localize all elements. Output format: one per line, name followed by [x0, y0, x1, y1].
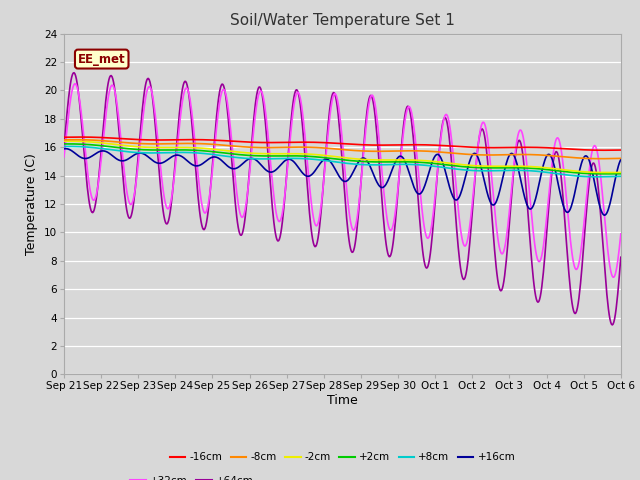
Y-axis label: Temperature (C): Temperature (C) [25, 153, 38, 255]
Text: EE_met: EE_met [78, 53, 125, 66]
X-axis label: Time: Time [327, 394, 358, 407]
Title: Soil/Water Temperature Set 1: Soil/Water Temperature Set 1 [230, 13, 455, 28]
Legend: +32cm, +64cm: +32cm, +64cm [126, 472, 258, 480]
